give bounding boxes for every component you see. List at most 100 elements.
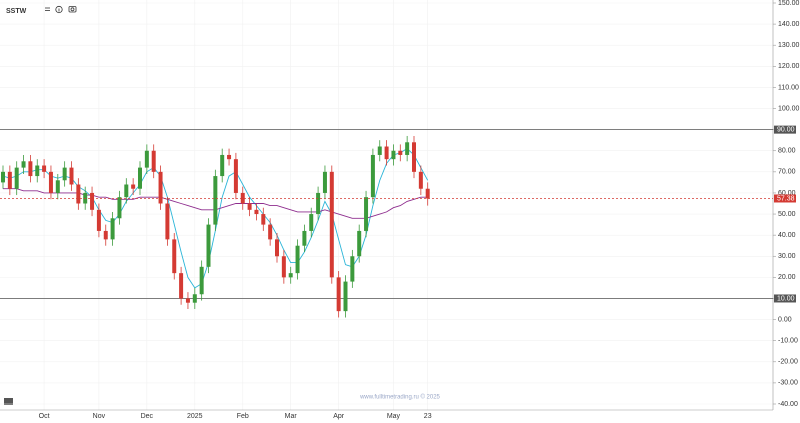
candle-body	[1, 171, 5, 183]
x-tick-label: 23	[424, 413, 432, 420]
y-tick-label: 50.00	[778, 211, 796, 218]
candle-body	[281, 256, 286, 278]
candle-body	[14, 167, 19, 189]
candle-body	[412, 142, 416, 172]
y-tick-label: 60.00	[778, 190, 796, 197]
candle-body	[247, 203, 252, 210]
candle-body	[76, 184, 81, 204]
y-tick-label: 80.00	[778, 148, 796, 155]
candle-body	[220, 154, 225, 177]
chart-title: SSTW	[6, 8, 27, 15]
candle-body	[90, 192, 95, 210]
x-tick-label: 2025	[187, 413, 203, 420]
candle-body	[110, 218, 115, 240]
candle-body	[336, 277, 341, 312]
candle-body	[185, 298, 190, 303]
candle-body	[357, 230, 362, 257]
candle-body	[384, 146, 389, 160]
y-tick-label: 70.00	[778, 169, 796, 176]
candle-body	[268, 224, 273, 240]
x-tick-label: Mar	[285, 413, 298, 420]
x-tick-label: Feb	[237, 413, 249, 420]
y-tick-label: 130.00	[778, 42, 800, 49]
candle-body	[144, 150, 149, 168]
candle-body	[288, 273, 293, 278]
candle-body	[329, 171, 334, 278]
candle-body	[151, 150, 156, 172]
candle-body	[295, 245, 300, 274]
candle-body	[117, 197, 122, 219]
level-label-box	[774, 125, 796, 134]
candle-body	[21, 161, 26, 168]
y-tick-label: 30.00	[778, 253, 796, 260]
candle-body	[103, 230, 108, 240]
y-tick-label: -10.00	[778, 338, 798, 345]
y-tick-label: 0.00	[778, 316, 792, 323]
level-label: 10.00	[777, 295, 795, 302]
y-tick-label: 40.00	[778, 232, 796, 239]
y-tick-label: -40.00	[778, 401, 798, 408]
candle-body	[227, 154, 232, 160]
candle-body	[364, 197, 369, 231]
last-price-label: 57.38	[777, 195, 795, 202]
candle-body	[254, 209, 259, 215]
candle-body	[28, 161, 33, 177]
y-tick-label: 150.00	[778, 0, 800, 7]
candle-body	[275, 239, 279, 257]
candle-body	[322, 171, 327, 193]
candle-body	[7, 171, 12, 189]
candle-body	[48, 171, 53, 193]
candle-body	[199, 266, 204, 295]
candle-body	[35, 165, 40, 177]
candle-body	[377, 146, 382, 155]
candle-body	[405, 142, 410, 155]
candle-body	[131, 184, 136, 189]
candle-body	[42, 165, 47, 172]
candle-body	[425, 188, 430, 199]
candle-body	[158, 171, 163, 204]
candle-body	[350, 256, 355, 282]
y-tick-label: 100.00	[778, 105, 800, 112]
last-price-box	[774, 194, 796, 203]
x-tick-label: Apr	[333, 413, 345, 420]
x-tick-label: Oct	[39, 413, 50, 420]
candle-body	[398, 150, 403, 155]
candle-body	[240, 192, 245, 204]
level-label: 90.00	[777, 126, 795, 133]
candle-body	[206, 224, 211, 267]
candle-body	[302, 230, 307, 246]
x-tick-label: May	[387, 413, 401, 420]
candle-body	[418, 171, 423, 189]
candle-body	[309, 214, 314, 231]
candle-body	[62, 167, 67, 181]
candle-body	[179, 273, 184, 299]
candle-body	[165, 203, 170, 240]
candle-body	[192, 294, 197, 303]
candle-body	[138, 167, 142, 189]
logo	[4, 398, 13, 405]
candle-body	[391, 150, 396, 160]
candle-body	[316, 192, 321, 215]
candle-body	[370, 154, 375, 198]
candle-body	[55, 180, 60, 193]
y-tick-label: -30.00	[778, 380, 798, 387]
candle-body	[261, 214, 266, 225]
candle-body	[343, 281, 348, 312]
candle-body	[213, 176, 218, 225]
toolbar-icons	[45, 5, 77, 14]
candle-body	[96, 209, 101, 231]
y-tick-label: -20.00	[778, 359, 798, 366]
y-tick-label: 140.00	[778, 21, 800, 28]
y-tick-label: 20.00	[778, 274, 796, 281]
x-tick-label: Dec	[141, 413, 154, 420]
watermark: www.fulltimetrading.ru © 2025	[359, 394, 440, 401]
level-label-box	[774, 294, 796, 303]
candle-body	[233, 159, 238, 193]
y-tick-label: 120.00	[778, 63, 800, 70]
y-tick-label: 110.00	[778, 84, 799, 91]
candle-body	[124, 184, 129, 198]
candle-body	[69, 167, 74, 185]
